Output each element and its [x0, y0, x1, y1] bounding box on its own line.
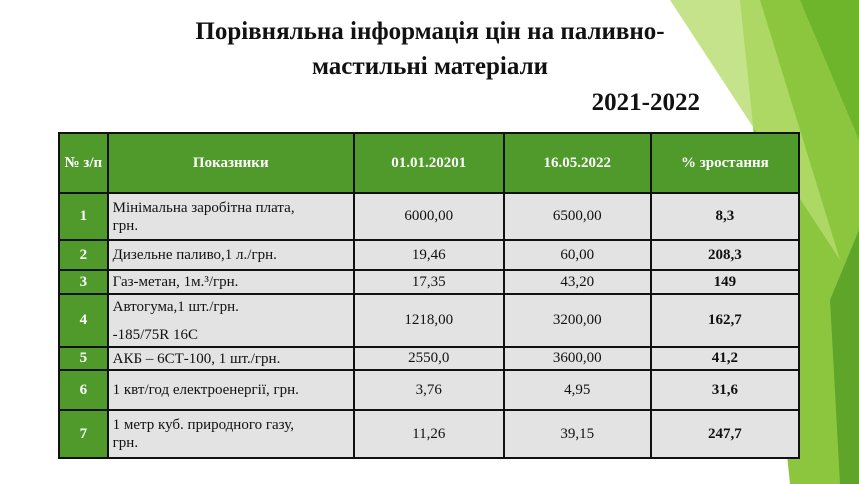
year: 2021-2022: [591, 89, 700, 116]
table-row: 3 Газ-метан, 1м.³/грн. 17,35 43,20 149: [58, 269, 801, 295]
row-number: 3: [58, 269, 109, 295]
indicator-line: Автогума,1 шт./грн.: [112, 298, 239, 315]
price-2022: 6500,00: [502, 192, 652, 241]
price-2022: 3600,00: [502, 346, 652, 371]
indicator-line: -185/75R 16C: [112, 326, 199, 343]
price-2022: 4,95: [502, 369, 652, 411]
column-header: 16.05.2022: [502, 132, 652, 194]
indicator-line: 1 метр куб. природного газу,: [112, 417, 295, 433]
table-row: 4 Автогума,1 шт./грн. -185/75R 16C 1218,00 3…: [58, 293, 801, 348]
growth: 31,6: [649, 369, 801, 411]
column-header: № з/п: [58, 132, 109, 194]
row-number: 5: [58, 346, 109, 371]
indicator: Автогума,1 шт./грн. -185/75R 16C: [106, 293, 355, 348]
table-row: 5 АКБ – 6СТ-100, 1 шт./грн. 2550,0 3600,00 4…: [58, 346, 801, 371]
price-table: № з/п Показники 01.01.20201 16.05.2022% зро…: [58, 132, 801, 459]
indicator-line: 1 квт/год електроенергії, грн.: [112, 382, 299, 398]
row-number: 1: [58, 192, 109, 241]
column-header: 01.01.20201: [352, 132, 505, 194]
price-2021: 3,76: [352, 369, 505, 411]
price-2022: 60,00: [502, 239, 652, 271]
row-number: 2: [58, 239, 109, 271]
row-number: 4: [58, 293, 109, 348]
indicator-line: АКБ – 6СТ-100, 1 шт./грн.: [112, 350, 281, 367]
row-number: 6: [58, 369, 109, 411]
growth: 208,3: [649, 239, 801, 271]
price-2021: 1218,00: [352, 293, 505, 348]
indicator-line: Газ-метан, 1м.³/грн.: [112, 274, 239, 290]
price-2021: 2550,0: [352, 346, 505, 371]
indicator: 1 квт/год електроенергії, грн.: [106, 369, 355, 411]
green-shape: [830, 230, 859, 484]
price-2022: 43,20: [502, 269, 652, 295]
column-header: Показники: [106, 132, 355, 194]
indicator-line: Мінімальна заробітна плата,: [112, 199, 295, 216]
title-line: мастильні матеріали: [311, 53, 549, 80]
growth: 149: [649, 269, 801, 295]
indicator: Газ-метан, 1м.³/грн.: [106, 269, 355, 295]
growth: 41,2: [649, 346, 801, 371]
row-number: 7: [58, 409, 109, 459]
column-header: % зростання: [649, 132, 801, 194]
indicator: Дизельне паливо,1 л./грн.: [106, 239, 355, 271]
price-2021: 11,26: [352, 409, 505, 459]
growth: 8,3: [649, 192, 801, 241]
growth: 247,7: [649, 409, 801, 459]
indicator-line: Дизельне паливо,1 л./грн.: [112, 247, 277, 263]
indicator: 1 метр куб. природного газу, грн.: [106, 409, 355, 459]
growth: 162,7: [649, 293, 801, 348]
header-row: № з/п Показники 01.01.20201 16.05.2022% зро…: [58, 132, 801, 194]
indicator: Мінімальна заробітна плата, грн.: [106, 192, 355, 241]
indicator-line: грн.: [112, 435, 139, 451]
indicator: АКБ – 6СТ-100, 1 шт./грн.: [106, 346, 355, 371]
price-2021: 17,35: [352, 269, 505, 295]
title-line: Порівняльна інформація цін на паливно-: [195, 18, 665, 45]
table-row: 1 Мінімальна заробітна плата, грн. 6000,00 6…: [58, 192, 801, 241]
indicator-line: грн.: [112, 217, 139, 234]
green-shape: [800, 0, 859, 140]
price-2021: 6000,00: [352, 192, 505, 241]
table-row: 2 Дизельне паливо,1 л./грн. 19,46 60,00 208,…: [58, 239, 801, 271]
price-2021: 19,46: [352, 239, 505, 271]
price-2022: 3200,00: [502, 293, 652, 348]
price-2022: 39,15: [502, 409, 652, 459]
